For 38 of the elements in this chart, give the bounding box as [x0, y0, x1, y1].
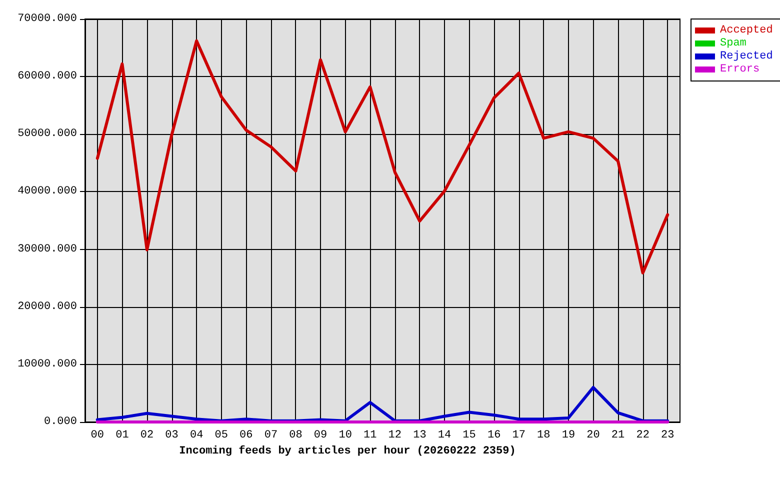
legend-label: Errors: [720, 64, 760, 76]
x-axis-title: Incoming feeds by articles per hour (20260222 2359): [179, 444, 516, 458]
legend-label: Spam: [720, 38, 747, 50]
y-tick-label: 30000.000: [18, 243, 77, 256]
x-tick-label: 07: [264, 430, 278, 442]
x-tick-label: 00: [90, 430, 104, 442]
legend-label: Accepted: [720, 24, 773, 36]
y-tick-label: 40000.000: [18, 186, 77, 198]
x-tick-label: 01: [116, 430, 130, 442]
line-series: [96, 39, 670, 274]
x-tick-label: 18: [537, 430, 550, 442]
x-tick-label: 14: [438, 430, 452, 442]
x-tick-label: 11: [364, 430, 378, 442]
x-tick-label: 03: [165, 430, 178, 442]
x-tick-label: 20: [586, 430, 600, 442]
y-tick-label: 70000.000: [18, 13, 77, 25]
x-tick-label: 17: [512, 430, 526, 442]
x-tick-label: 05: [214, 430, 228, 442]
x-tick-label: 09: [314, 430, 328, 442]
x-tick-label: 15: [462, 430, 476, 442]
x-tick-label: 10: [338, 430, 352, 442]
x-tick-label: 22: [636, 430, 650, 442]
x-tick-label: 02: [140, 430, 154, 442]
y-tick-label: 60000.000: [18, 70, 77, 83]
x-tick-label: 08: [289, 430, 302, 442]
y-tick-label: 0.000: [44, 416, 77, 428]
legend-label: Rejected: [720, 50, 773, 62]
x-tick-label: 13: [413, 430, 426, 442]
x-tick-label: 23: [661, 430, 674, 442]
y-tick-label: 20000.000: [18, 300, 77, 313]
x-tick-label: 06: [240, 430, 253, 442]
x-tick-label: 19: [562, 430, 576, 442]
x-tick-label: 12: [388, 430, 402, 442]
y-tick-label: 10000.000: [18, 358, 77, 370]
x-tick-label: 04: [190, 430, 204, 442]
x-tick-label: 16: [487, 430, 501, 442]
y-tick-label: 50000.000: [18, 128, 77, 140]
x-tick-label: 21: [611, 430, 626, 442]
